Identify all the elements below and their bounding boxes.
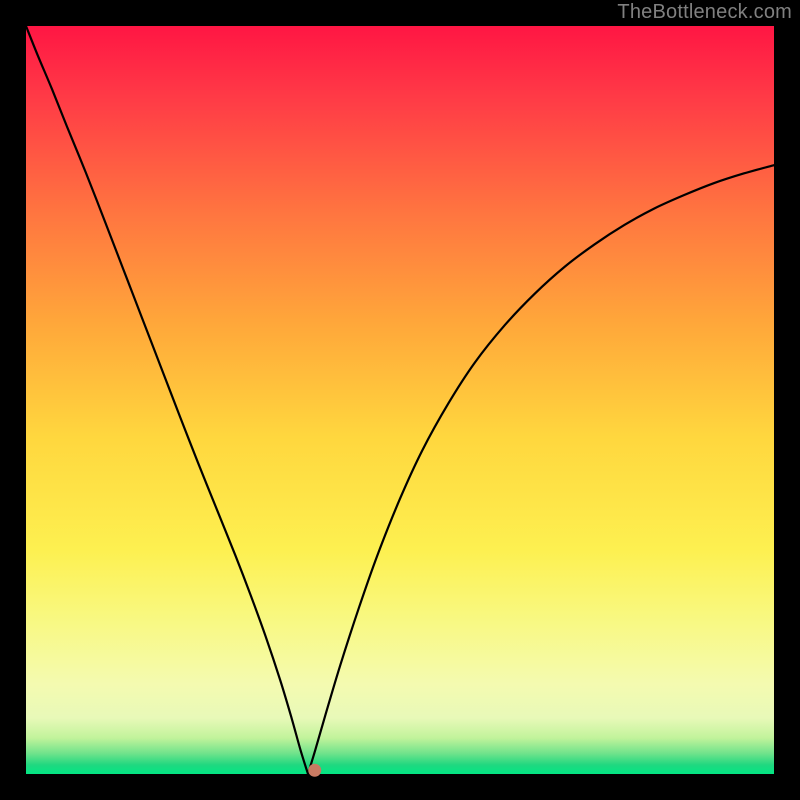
bottleneck-chart (0, 0, 800, 800)
chart-container: TheBottleneck.com (0, 0, 800, 800)
minimum-marker (308, 764, 321, 777)
plot-background (26, 26, 774, 774)
watermark-text: TheBottleneck.com (617, 1, 792, 24)
